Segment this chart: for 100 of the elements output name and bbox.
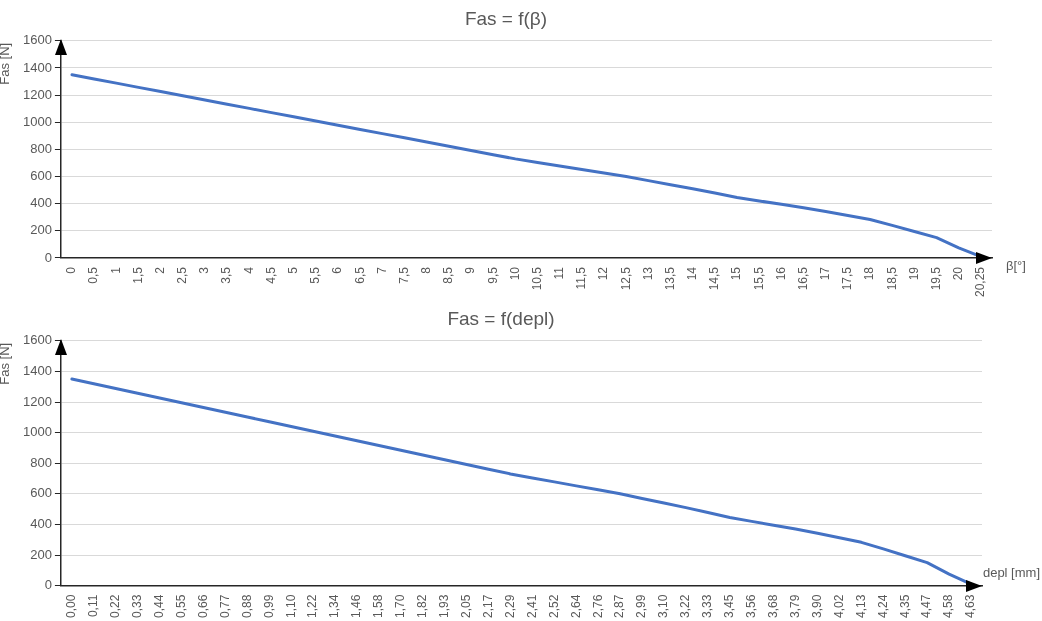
x-tick-label: 0,77 [217, 594, 232, 618]
x-tick-label: 12 [596, 266, 611, 281]
x-tick-label: 3 [197, 266, 212, 274]
x-tick-label: 14,5 [707, 266, 722, 291]
x-tick-label: 5 [286, 266, 300, 274]
y-tick-label: 600 [30, 168, 52, 184]
x-tick-label: 7 [374, 266, 389, 274]
x-tick-label: 14 [685, 266, 700, 281]
x-tick-label: 2,52 [546, 594, 561, 618]
x-tick-label: 19,5 [928, 266, 943, 291]
x-tick-label: 0,99 [261, 594, 276, 618]
y-tick-label: 400 [30, 516, 52, 532]
x-tick-label: 0,88 [239, 594, 254, 618]
x-tick-label: 0,33 [129, 594, 144, 618]
x-tick-label: 0,5 [86, 266, 101, 284]
x-tick-label: 8 [419, 266, 434, 274]
x-tick-label: 6 [330, 266, 345, 274]
x-tick-label: 3,22 [678, 594, 693, 618]
x-tick-label: 2,64 [568, 594, 583, 618]
x-tick-label: 1,34 [327, 594, 342, 618]
x-tick-label: 15,5 [751, 266, 766, 291]
x-tick-label: 3,45 [722, 594, 737, 618]
x-tick-label: 4,35 [897, 594, 912, 618]
x-tick-label: 0 [64, 266, 79, 274]
x-tick-label: 18,5 [884, 266, 899, 291]
x-tick-label: 4,24 [875, 594, 890, 618]
y-axis-title: Fas [N] [0, 342, 13, 385]
x-tick-label: 6,5 [352, 266, 367, 284]
y-tick-label: 1600 [23, 32, 52, 48]
x-tick-label: 1,93 [437, 594, 452, 618]
x-tick-label: 2,17 [480, 594, 495, 618]
y-tick-label: 200 [30, 222, 52, 238]
chart-title: Fas = f(depl) [447, 307, 555, 329]
x-tick-label: 5,5 [308, 266, 323, 284]
x-axis-title: depl [mm] [982, 564, 1040, 580]
x-tick-label: 4,47 [919, 594, 934, 618]
x-tick-label: 4 [241, 266, 256, 274]
x-tick-label: 3,10 [656, 594, 671, 618]
x-tick-label: 2,76 [590, 594, 605, 618]
x-tick-label: 1 [108, 266, 123, 274]
x-tick-label: 2,29 [502, 594, 517, 618]
x-tick-label: 4,5 [263, 266, 278, 284]
x-tick-label: 20 [951, 266, 966, 281]
x-tick-label: 4,13 [853, 594, 868, 618]
x-tick-label: 1,58 [371, 594, 386, 618]
y-tick-label: 200 [30, 546, 52, 562]
x-tick-label: 2 [152, 266, 167, 274]
x-tick-label: 2,5 [175, 266, 190, 284]
chart-title: Fas = f(β) [464, 7, 548, 29]
y-tick-label: 800 [30, 140, 52, 156]
x-tick-label: 4,58 [941, 594, 956, 618]
x-tick-label: 16,5 [795, 266, 810, 291]
x-tick-label: 4,02 [831, 594, 846, 618]
x-tick-label: 10 [507, 266, 522, 281]
y-tick-label: 1000 [23, 424, 52, 440]
x-tick-label: 17 [818, 266, 833, 281]
x-tick-label: 0,44 [151, 594, 166, 618]
x-tick-label: 20,25 [973, 266, 988, 297]
x-tick-label: 3,33 [700, 594, 715, 618]
x-tick-label: 9,5 [485, 266, 500, 284]
x-tick-label: 17,5 [840, 266, 855, 291]
x-tick-label: 12,5 [618, 266, 633, 291]
x-tick-label: 0,11 [86, 594, 101, 618]
x-tick-label: 7,5 [396, 266, 411, 284]
x-tick-label: 9 [463, 266, 478, 274]
x-tick-label: 1,82 [415, 594, 430, 618]
x-tick-label: 13,5 [662, 266, 677, 291]
x-tick-label: 4,63 [963, 594, 978, 618]
x-tick-label: 0,66 [195, 594, 210, 618]
y-tick-label: 1200 [23, 86, 52, 102]
x-tick-label: 3,90 [809, 594, 824, 618]
x-tick-label: 2,41 [524, 594, 539, 618]
x-axis-title: β[°] [1006, 257, 1026, 273]
x-tick-label: 1,10 [283, 594, 298, 618]
x-tick-label: 0,55 [173, 594, 188, 618]
x-tick-label: 16 [773, 266, 788, 281]
y-tick-label: 400 [30, 195, 52, 211]
y-axis-title: Fas [N] [0, 42, 13, 85]
y-tick-label: 800 [30, 454, 52, 470]
x-tick-label: 2,87 [612, 594, 627, 618]
x-tick-label: 11,5 [574, 266, 589, 290]
y-tick-label: 1200 [23, 393, 52, 409]
y-tick-label: 1600 [23, 332, 52, 348]
x-tick-label: 3,68 [765, 594, 780, 618]
x-tick-label: 13 [640, 266, 655, 281]
y-tick-label: 1400 [23, 59, 52, 75]
y-tick-label: 1000 [23, 113, 52, 129]
x-tick-label: 11 [552, 266, 567, 280]
x-tick-label: 10,5 [529, 266, 544, 291]
x-tick-label: 1,46 [349, 594, 364, 618]
x-tick-label: 8,5 [441, 266, 456, 284]
x-tick-label: 15 [729, 266, 744, 281]
x-tick-label: 3,56 [744, 594, 759, 618]
x-tick-label: 1,70 [393, 594, 408, 618]
x-tick-label: 2,05 [458, 594, 473, 618]
y-tick-label: 1400 [23, 362, 52, 378]
x-tick-label: 19 [906, 266, 921, 281]
x-tick-label: 18 [862, 266, 877, 281]
x-tick-label: 0,00 [64, 594, 79, 618]
x-tick-label: 0,22 [108, 594, 123, 618]
